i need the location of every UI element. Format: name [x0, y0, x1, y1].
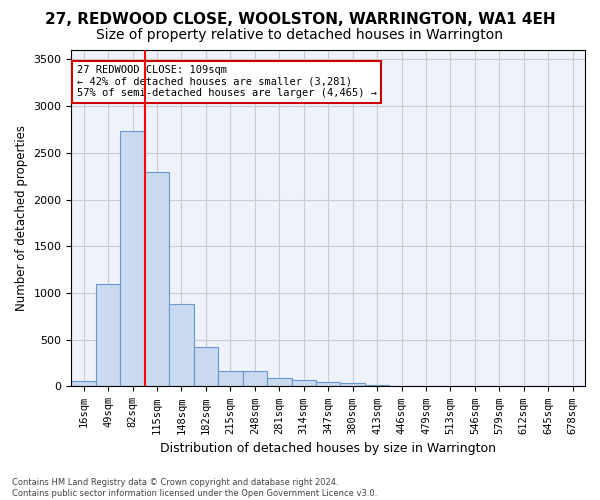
Text: 27, REDWOOD CLOSE, WOOLSTON, WARRINGTON, WA1 4EH: 27, REDWOOD CLOSE, WOOLSTON, WARRINGTON,… — [44, 12, 556, 28]
Bar — [218, 370, 242, 386]
X-axis label: Distribution of detached houses by size in Warrington: Distribution of detached houses by size … — [160, 442, 496, 455]
Bar — [169, 304, 194, 386]
Bar — [340, 383, 365, 386]
Text: Contains HM Land Registry data © Crown copyright and database right 2024.
Contai: Contains HM Land Registry data © Crown c… — [12, 478, 377, 498]
Bar — [242, 372, 267, 386]
Bar — [316, 382, 340, 386]
Bar — [194, 347, 218, 387]
Bar — [71, 382, 96, 386]
Y-axis label: Number of detached properties: Number of detached properties — [15, 125, 28, 311]
Bar — [365, 384, 389, 386]
Bar — [267, 378, 292, 386]
Text: 27 REDWOOD CLOSE: 109sqm
← 42% of detached houses are smaller (3,281)
57% of sem: 27 REDWOOD CLOSE: 109sqm ← 42% of detach… — [77, 65, 377, 98]
Bar — [121, 132, 145, 386]
Bar — [145, 172, 169, 386]
Bar — [96, 284, 121, 387]
Bar — [292, 380, 316, 386]
Text: Size of property relative to detached houses in Warrington: Size of property relative to detached ho… — [97, 28, 503, 42]
